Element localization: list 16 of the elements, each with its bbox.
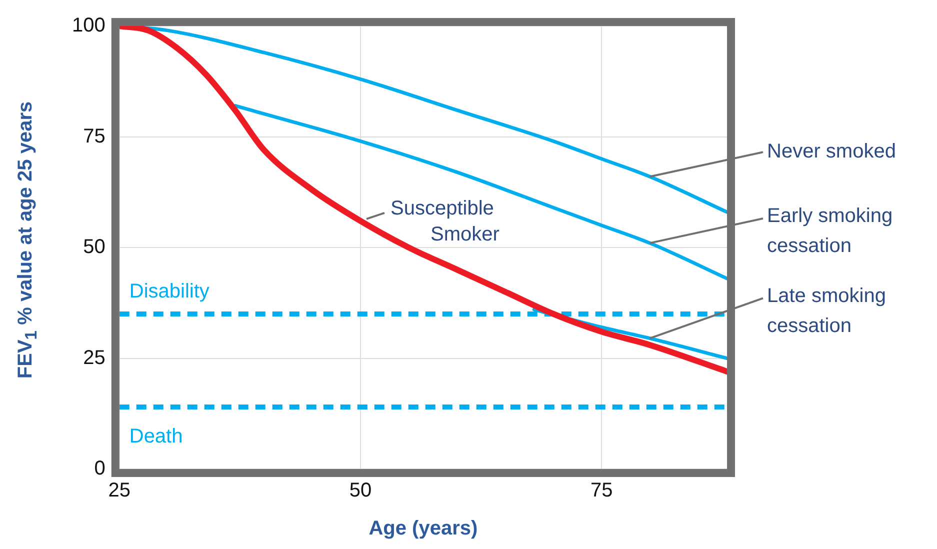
x-axis-title: Age (years) [368,518,478,540]
x-tick-label: 25 [108,480,130,502]
text: Early smoking cessation [767,205,893,258]
ref-line-label: Disability [129,280,210,302]
y-tick-label: 50 [83,236,106,258]
x-tick-label: 50 [349,480,372,502]
ref-line-label: Death [129,425,183,448]
x-tick-label: 75 [590,480,613,502]
y-tick-label: 25 [83,346,106,369]
y-tick-label: 0 [94,458,106,480]
text: Never smoked [767,140,896,163]
line-series [233,104,727,280]
series-label: Susceptible Smoker [390,197,500,246]
y-tick-label: 75 [83,125,106,148]
y-tick-label: 100 [72,14,106,37]
text: Late smoking cessation [767,284,886,337]
